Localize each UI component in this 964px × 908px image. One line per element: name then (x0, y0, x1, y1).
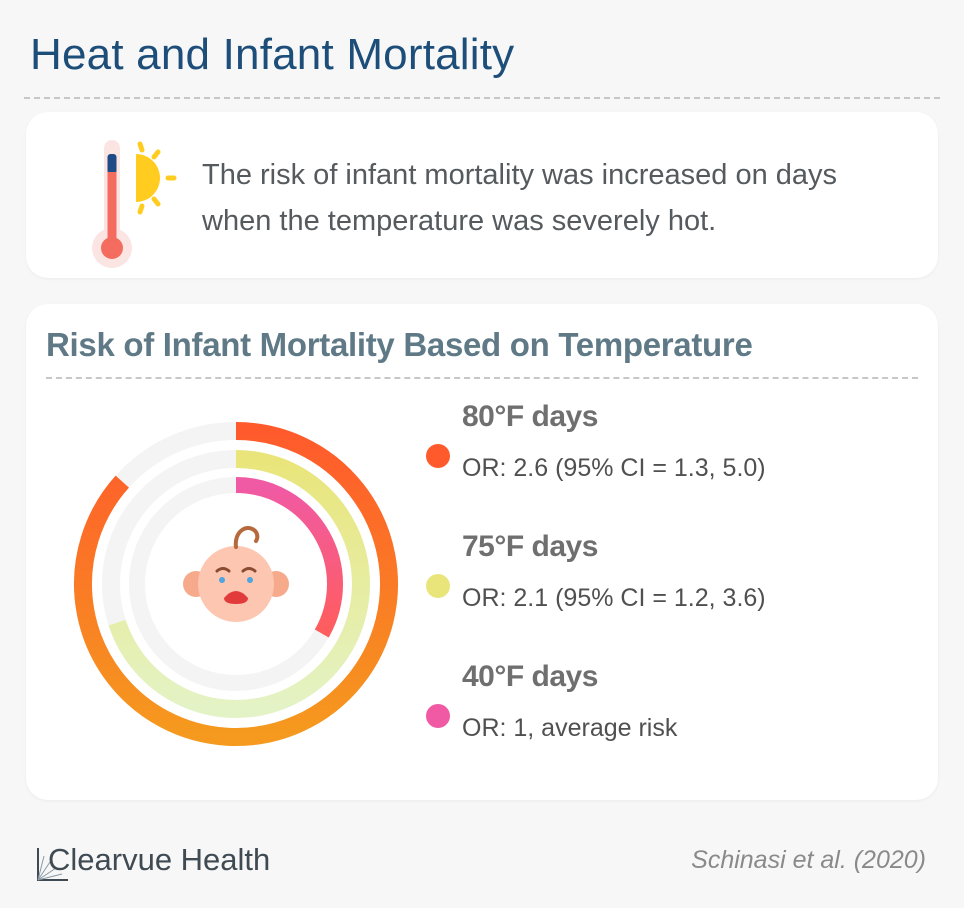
sun-icon (136, 141, 177, 215)
title-divider (24, 97, 940, 99)
chart-title: Risk of Infant Mortality Based on Temper… (46, 326, 753, 363)
legend-series-name: 80°F days (462, 400, 598, 433)
page-title: Heat and Infant Mortality (30, 30, 515, 79)
radial-bar-2 (235, 477, 343, 638)
intro-text: The risk of infant mortality was increas… (202, 159, 838, 237)
legend-item: 80°F days OR: 2.6 (95% CI = 1.3, 5.0) (426, 400, 906, 530)
citation: Schinasi et al. (2020) (691, 846, 926, 874)
brand-logo: Clearvue Health (34, 838, 354, 886)
legend-odds-ratio: OR: 2.1 (95% CI = 1.2, 3.6) (462, 584, 766, 612)
legend-series-name: 40°F days (462, 660, 598, 693)
legend-dot (426, 704, 450, 728)
chart-divider (46, 377, 918, 379)
legend-odds-ratio: OR: 1, average risk (462, 714, 678, 742)
legend-series-name: 75°F days (462, 530, 598, 563)
radial-bar-1 (108, 450, 370, 718)
brand-name: Clearvue Health (48, 842, 271, 877)
legend-odds-ratio: OR: 2.6 (95% CI = 1.3, 5.0) (462, 454, 766, 482)
legend-item: 40°F days OR: 1, average risk (426, 660, 906, 790)
chart-card: Risk of Infant Mortality Based on Temper… (26, 304, 938, 800)
intro-card: The risk of infant mortality was increas… (26, 112, 938, 278)
legend-item: 75°F days OR: 2.1 (95% CI = 1.2, 3.6) (426, 530, 906, 660)
radial-bar-0 (74, 422, 398, 746)
brand-mark-icon (37, 848, 68, 881)
legend-dot (426, 574, 450, 598)
thermometer-icon (92, 140, 132, 268)
thermometer-sun-icon (92, 140, 177, 268)
crying-baby-icon (183, 526, 289, 622)
radial-bar-chart (74, 422, 398, 746)
legend-dot (426, 444, 450, 468)
chart-legend: 80°F days OR: 2.6 (95% CI = 1.3, 5.0) 75°F… (426, 400, 906, 790)
